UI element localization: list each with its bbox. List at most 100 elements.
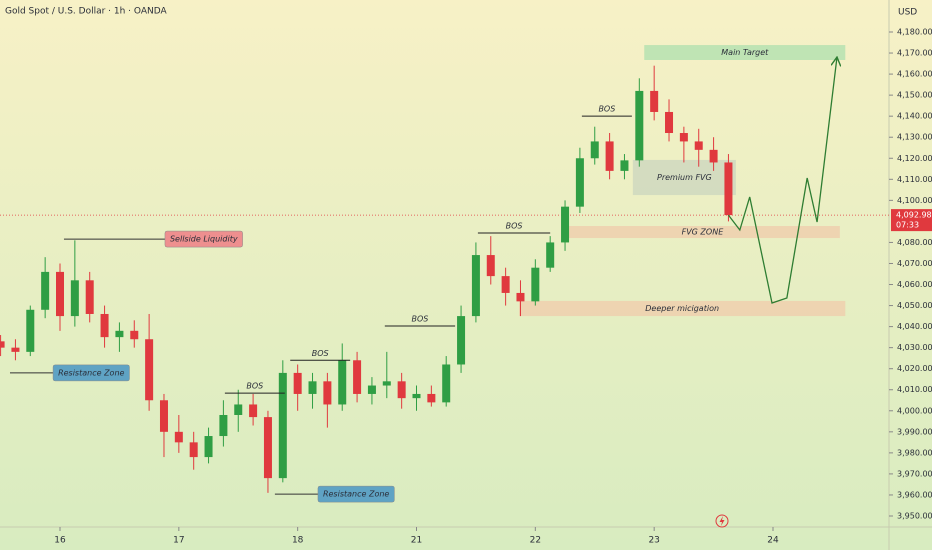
- candle-body: [635, 90, 644, 161]
- x-tick-label: 23: [648, 536, 659, 546]
- candle-body: [679, 133, 688, 142]
- candle-body: [353, 360, 362, 394]
- zone-label: Premium FVG: [657, 173, 712, 182]
- candle-body: [457, 316, 466, 365]
- candle-body: [278, 372, 287, 479]
- x-tick-label: 22: [530, 536, 541, 546]
- candle-body: [174, 431, 183, 443]
- y-tick-label: 4,020.000: [897, 364, 932, 373]
- zone: [644, 45, 846, 60]
- candle-body: [249, 404, 258, 418]
- candle-body: [382, 381, 391, 386]
- candle-body: [650, 90, 659, 112]
- y-tick-label: 3,990.000: [897, 427, 932, 436]
- chart-title: Gold Spot / U.S. Dollar · 1h · OANDA: [5, 7, 167, 17]
- candle-body: [293, 372, 302, 394]
- x-tick-label: 21: [411, 536, 422, 546]
- candle-body: [308, 381, 317, 394]
- y-tick-label: 3,970.000: [897, 469, 932, 478]
- y-tick-label: 4,180.000: [897, 28, 932, 37]
- bos-label: BOS: [312, 349, 329, 358]
- zone: [518, 300, 846, 317]
- candle-body: [412, 393, 421, 399]
- y-tick-label: 4,050.000: [897, 301, 932, 310]
- candle-body: [204, 436, 213, 458]
- candle-body: [709, 149, 718, 163]
- candle-body: [26, 309, 35, 352]
- last-price-box: [891, 209, 932, 232]
- y-tick-label: 4,120.000: [897, 154, 932, 163]
- y-tick-label: 4,080.000: [897, 238, 932, 247]
- y-tick-label: 4,030.000: [897, 343, 932, 352]
- candle-body: [11, 347, 20, 352]
- candle-body: [486, 255, 495, 277]
- zone-label: Deeper micigation: [645, 304, 719, 313]
- candle-body: [85, 280, 94, 314]
- x-tick-label: 17: [173, 536, 184, 546]
- candle-body: [575, 158, 584, 207]
- candle-body: [338, 360, 347, 405]
- y-tick-label: 4,150.000: [897, 91, 932, 100]
- candle-body: [531, 267, 540, 302]
- y-tick-label: 4,160.000: [897, 70, 932, 79]
- alert-icon[interactable]: [715, 514, 729, 528]
- x-tick-label: 16: [54, 536, 66, 546]
- candle-body: [620, 160, 629, 171]
- last-price-label: 4,092.985: [896, 211, 932, 220]
- countdown-label: 07:33: [896, 221, 919, 230]
- bos-label: BOS: [506, 221, 523, 230]
- x-tick-label: 18: [292, 536, 304, 546]
- y-tick-label: 4,170.000: [897, 49, 932, 58]
- alert-bolt[interactable]: [719, 516, 725, 526]
- candle-body: [546, 242, 555, 268]
- y-tick-label: 4,130.000: [897, 133, 932, 142]
- candle-body: [56, 271, 64, 317]
- y-tick-label: 4,100.000: [897, 196, 932, 205]
- y-tick-label: 3,950.000: [897, 512, 932, 521]
- callout-box: [164, 230, 243, 248]
- candle-body: [145, 339, 154, 401]
- zone: [565, 226, 840, 239]
- bos-label: BOS: [598, 105, 615, 114]
- candle-body: [724, 162, 733, 216]
- y-tick-label: 4,110.000: [897, 175, 932, 184]
- candle-body: [605, 141, 614, 171]
- y-tick-label: 4,000.000: [897, 406, 932, 415]
- y-tick-label: 3,960.000: [897, 490, 932, 499]
- candle-body: [501, 276, 510, 293]
- callout-label: Resistance Zone: [323, 490, 389, 499]
- candle-body: [130, 330, 139, 340]
- callout-box: [317, 485, 395, 503]
- candle-body: [219, 414, 228, 437]
- candle-body: [263, 417, 272, 479]
- zone-label: FVG ZONE: [682, 228, 725, 237]
- currency-label: USD: [898, 8, 917, 18]
- bos-label: BOS: [246, 382, 263, 391]
- candle-body: [665, 111, 674, 134]
- candle-body: [442, 364, 451, 403]
- y-tick-label: 3,980.000: [897, 448, 932, 457]
- y-tick-label: 4,060.000: [897, 280, 932, 289]
- candle-body: [115, 330, 124, 338]
- candle-body: [367, 385, 376, 394]
- bos-label: BOS: [412, 314, 429, 323]
- candle-body: [590, 141, 599, 159]
- candle-body: [516, 292, 525, 302]
- zone: [632, 159, 736, 196]
- candle-body: [471, 255, 480, 317]
- y-tick-label: 4,140.000: [897, 112, 932, 121]
- callout-label: Resistance Zone: [58, 368, 124, 377]
- zone-label: Main Target: [721, 48, 769, 57]
- candle-body: [234, 404, 243, 415]
- alert-circle[interactable]: [715, 514, 729, 528]
- candle-body: [561, 206, 570, 243]
- projection-path: [727, 58, 836, 304]
- candle-body: [0, 341, 5, 348]
- y-tick-label: 4,010.000: [897, 385, 932, 394]
- candle-body: [159, 400, 168, 432]
- callout-label: Sellside Liquidity: [170, 235, 238, 244]
- candle-body: [694, 141, 703, 150]
- candle-body: [41, 271, 50, 310]
